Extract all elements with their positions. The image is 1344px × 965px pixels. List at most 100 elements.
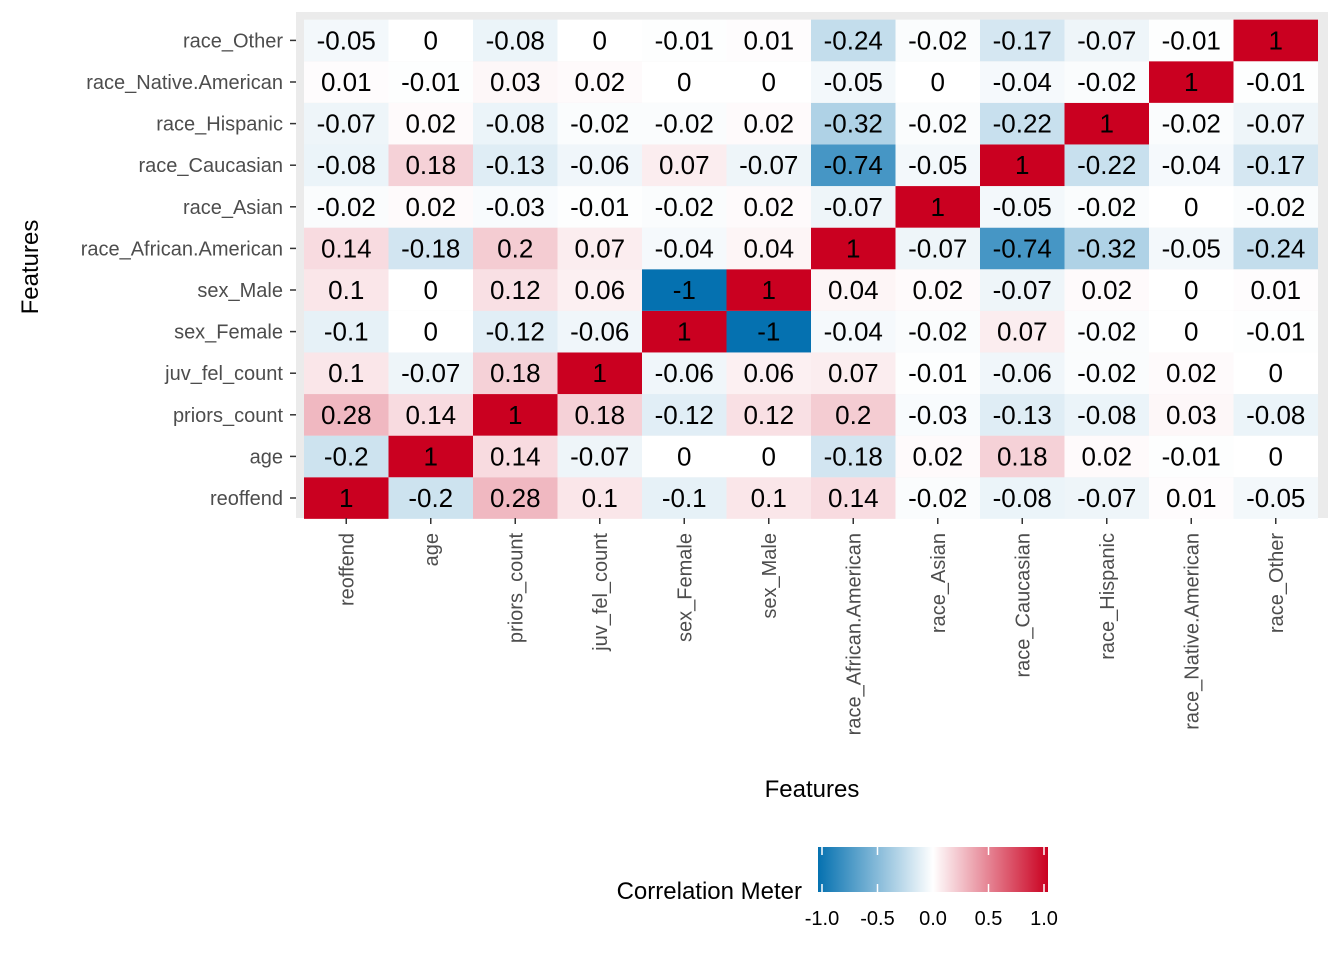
cell-value-label: 0.12 [490,275,541,305]
cell-value-label: -0.02 [908,109,967,139]
heatmap-cell [473,269,558,311]
cell-value-label: -0.2 [408,483,453,513]
x-axis: reoffend age priors_count juv_fel_count sex_… [336,518,1288,735]
heatmap-cell [1064,435,1149,478]
heatmap-cell [304,19,389,62]
heatmap-cell [980,186,1065,228]
cell-value-label: 0.03 [1166,400,1217,430]
heatmap-cell [557,435,642,478]
cell-value-label: 0.02 [743,192,794,222]
heatmap-cell [1064,310,1149,353]
heatmap-cell [895,19,980,62]
heatmap-cell [1149,394,1234,436]
cell-value-label: -0.18 [824,441,883,471]
cell-value-label: -0.07 [317,109,376,139]
cell-value-label: -0.05 [1162,233,1221,263]
y-axis-title: Features [17,220,44,315]
cell-value-label: 0.04 [743,233,794,263]
heatmap-cell [980,102,1065,145]
heatmap-cell [304,144,389,187]
cell-value-label: 1 [931,192,945,222]
cell-value-label: -0.02 [1077,67,1136,97]
heatmap-cells [304,19,1318,519]
heatmap-cell [473,352,558,395]
cell-value-label: -0.04 [824,317,883,347]
cell-value-label: -0.13 [993,400,1052,430]
heatmap-cell [1149,61,1234,103]
heatmap-cell [1149,435,1234,478]
cell-value-label: 0.1 [582,483,618,513]
cell-value-label: -1 [673,275,696,305]
cell-value-label: 1 [1184,67,1198,97]
heatmap-cell [304,435,389,478]
cell-value-label: -0.07 [739,150,798,180]
heatmap-cell [304,269,389,311]
cell-value-label: -0.02 [908,25,967,55]
cell-value-label: 0.07 [659,150,710,180]
cell-value-label: 0.12 [743,400,794,430]
cell-value-label: -0.08 [317,150,376,180]
cell-value-label: -0.08 [486,109,545,139]
heatmap-cell [388,477,473,519]
heatmap-cell [811,352,896,395]
cell-value-label: -0.22 [1077,150,1136,180]
heatmap-cell [1233,477,1318,519]
heatmap-cell [388,186,473,228]
heatmap-cell [557,19,642,62]
cell-value-label: 0 [424,25,438,55]
cell-value-label: -0.02 [317,192,376,222]
cell-value-label: 0.1 [328,275,364,305]
heatmap-cell [388,269,473,311]
heatmap-cell [557,186,642,228]
cell-value-label: -0.06 [570,317,629,347]
x-tick-label: age [421,533,443,566]
heatmap-cell [980,435,1065,478]
heatmap-cell [304,310,389,353]
cell-value-label: -0.02 [570,109,629,139]
heatmap-cell [1149,477,1234,519]
heatmap-cell [473,435,558,478]
cell-value-label: 0.07 [574,233,625,263]
heatmap-cell [473,102,558,145]
cell-value-label: 0 [593,25,607,55]
heatmap-cell [980,269,1065,311]
heatmap-cell [388,61,473,103]
heatmap-cell [811,227,896,270]
heatmap-cell [473,61,558,103]
cell-value-label: 0.14 [828,483,879,513]
cell-value-label: 0 [1269,358,1283,388]
y-tick-label: race_Caucasian [138,155,283,177]
cell-value-label: -0.02 [908,317,967,347]
heatmap-cell [895,186,980,228]
cell-value-label: -0.07 [401,358,460,388]
cell-value-label: -0.01 [570,192,629,222]
heatmap-cell [557,269,642,311]
legend-tick-label: 0.5 [975,908,1003,930]
cell-value-label: -0.04 [993,67,1052,97]
cell-value-label: -0.22 [993,109,1052,139]
heatmap-cell [557,352,642,395]
cell-value-label: -0.05 [993,192,1052,222]
heatmap-cell [1064,227,1149,270]
y-axis: reoffend age priors_count juv_fel_count sex_… [81,30,296,510]
x-tick-label: race_African.American [843,533,865,735]
heatmap-cell [557,102,642,145]
color-legend: Correlation Meter -1.0 -0.5 0.0 0.5 1.0 [617,847,1058,930]
x-tick-label: race_Caucasian [1012,533,1034,678]
cell-value-label: -0.07 [993,275,1052,305]
heatmap-cell [1149,310,1234,353]
cell-value-label: 1 [508,400,522,430]
heatmap-cell [980,477,1065,519]
cell-value-label: -0.06 [993,358,1052,388]
heatmap-cell [811,102,896,145]
cell-value-label: 1 [846,233,860,263]
cell-value-label: -0.02 [908,483,967,513]
cell-value-label: 0.28 [490,483,541,513]
cell-value-label: 0.02 [1166,358,1217,388]
cell-value-label: -0.05 [1246,483,1305,513]
cell-value-label: -0.17 [1246,150,1305,180]
cell-value-label: 0.02 [1081,441,1132,471]
heatmap-cell [895,61,980,103]
